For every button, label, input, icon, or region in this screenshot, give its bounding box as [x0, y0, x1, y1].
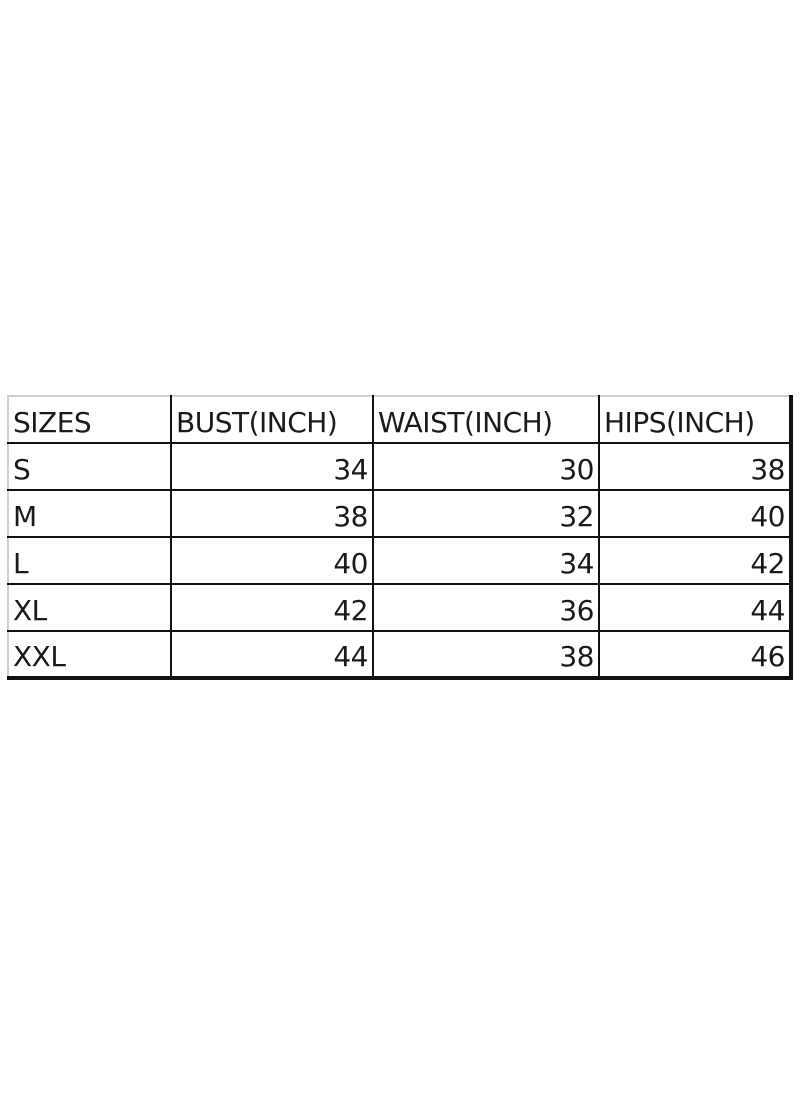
measurement-cell: 36: [372, 583, 600, 632]
table-row: XXL 44 38 46: [8, 630, 792, 679]
measurement-cell: 40: [598, 489, 792, 538]
size-label: L: [8, 536, 172, 585]
measurement-cell: 46: [598, 630, 792, 679]
size-label: S: [8, 442, 172, 491]
measurement-cell: 38: [372, 630, 600, 679]
measurement-cell: 30: [372, 442, 600, 491]
measurement-cell: 34: [372, 536, 600, 585]
measurement-cell: 38: [598, 442, 792, 491]
table-row: M 38 32 40: [8, 489, 792, 538]
size-label: M: [8, 489, 172, 538]
measurement-cell: 34: [170, 442, 374, 491]
column-header: BUST(INCH): [170, 396, 374, 444]
measurement-cell: 44: [598, 583, 792, 632]
table-row: L 40 34 42: [8, 536, 792, 585]
measurement-cell: 44: [170, 630, 374, 679]
column-header: HIPS(INCH): [598, 396, 792, 444]
measurement-cell: 40: [170, 536, 374, 585]
size-label: XL: [8, 583, 172, 632]
measurement-cell: 38: [170, 489, 374, 538]
table-row: S 34 30 38: [8, 442, 792, 491]
table-row: XL 42 36 44: [8, 583, 792, 632]
column-header: WAIST(INCH): [372, 396, 600, 444]
measurement-cell: 32: [372, 489, 600, 538]
measurement-cell: 42: [170, 583, 374, 632]
measurement-cell: 42: [598, 536, 792, 585]
column-header: SIZES: [8, 396, 172, 444]
header-row: SIZES BUST(INCH) WAIST(INCH) HIPS(INCH): [8, 396, 792, 444]
size-chart-table: SIZES BUST(INCH) WAIST(INCH) HIPS(INCH) S 34 3…: [7, 395, 793, 680]
size-label: XXL: [8, 630, 172, 679]
